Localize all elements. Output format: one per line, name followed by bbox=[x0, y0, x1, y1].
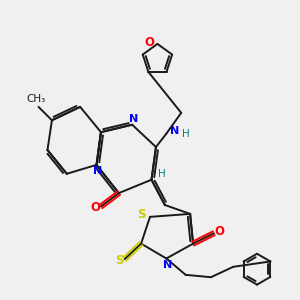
Text: O: O bbox=[215, 225, 225, 238]
Text: N: N bbox=[163, 260, 172, 270]
Text: N: N bbox=[93, 167, 103, 176]
Text: S: S bbox=[137, 208, 146, 221]
Text: O: O bbox=[144, 36, 154, 49]
Text: H: H bbox=[182, 129, 190, 139]
Text: H: H bbox=[158, 169, 166, 179]
Text: N: N bbox=[170, 126, 179, 136]
Text: CH₃: CH₃ bbox=[26, 94, 45, 104]
Text: O: O bbox=[91, 202, 100, 214]
Text: S: S bbox=[115, 254, 124, 267]
Text: N: N bbox=[129, 114, 138, 124]
